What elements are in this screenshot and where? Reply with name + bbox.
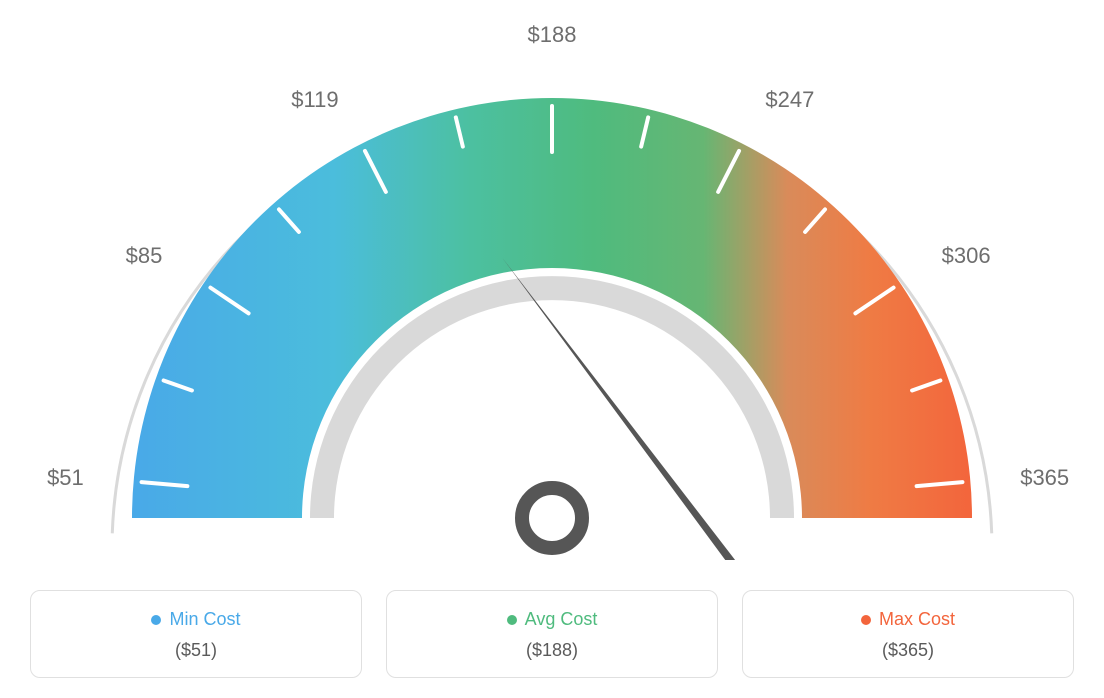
svg-text:$51: $51 <box>47 465 84 490</box>
legend-card-max: Max Cost ($365) <box>742 590 1074 678</box>
svg-text:$306: $306 <box>942 243 991 268</box>
svg-text:$365: $365 <box>1020 465 1069 490</box>
svg-text:$119: $119 <box>291 87 338 112</box>
dot-icon <box>861 615 871 625</box>
legend-title-max: Max Cost <box>861 609 955 630</box>
legend-value-avg: ($188) <box>397 640 707 661</box>
dot-icon <box>151 615 161 625</box>
dot-icon <box>507 615 517 625</box>
legend-title-avg: Avg Cost <box>507 609 598 630</box>
legend-title-min: Min Cost <box>151 609 240 630</box>
legend-value-min: ($51) <box>41 640 351 661</box>
legend-title-text: Max Cost <box>879 609 955 630</box>
legend-row: Min Cost ($51) Avg Cost ($188) Max Cost … <box>30 590 1074 678</box>
svg-text:$188: $188 <box>528 22 577 47</box>
svg-text:$247: $247 <box>765 87 814 112</box>
legend-card-avg: Avg Cost ($188) <box>386 590 718 678</box>
legend-title-text: Avg Cost <box>525 609 598 630</box>
gauge-chart: $51 $85 $119 $188 $247 $306 $365 <box>30 20 1074 560</box>
legend-value-max: ($365) <box>753 640 1063 661</box>
legend-title-text: Min Cost <box>169 609 240 630</box>
svg-text:$85: $85 <box>126 243 163 268</box>
gauge-svg: $51 $85 $119 $188 $247 $306 $365 <box>30 20 1074 560</box>
legend-card-min: Min Cost ($51) <box>30 590 362 678</box>
